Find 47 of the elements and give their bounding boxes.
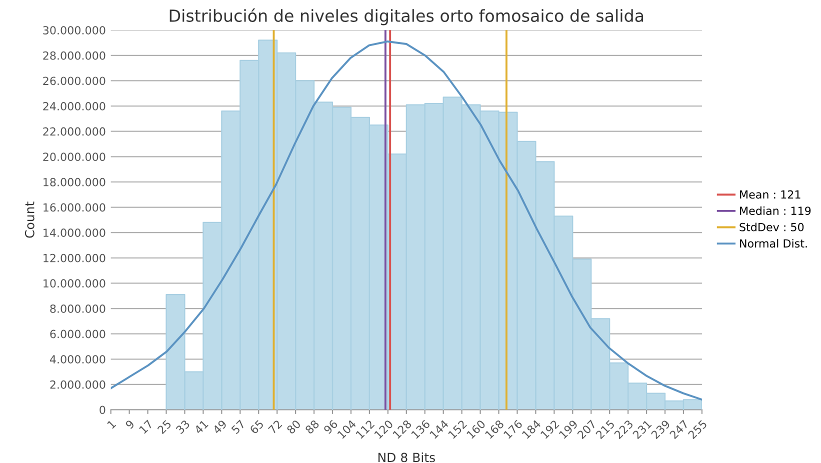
x-tick-label: 17: [138, 420, 154, 434]
x-axis-title: ND 8 Bits: [378, 452, 435, 462]
x-tick-label: 57: [230, 420, 246, 434]
y-tick-label: 30.000.000: [43, 26, 106, 34]
y-tick-label: 26.000.000: [43, 76, 106, 86]
x-tick-label: 199: [558, 419, 578, 439]
x-tick-label: 152: [448, 420, 468, 439]
x-tick-label: 160: [466, 419, 486, 439]
legend-label: Mean : 121: [740, 190, 800, 199]
y-tick-label: 24.000.000: [43, 102, 106, 110]
x-tick-label: 128: [392, 419, 412, 439]
x-tick-label: 231: [632, 420, 652, 440]
y-tick-label: 6.000.000: [50, 330, 106, 338]
x-tick-label: 33: [175, 420, 190, 434]
legend-label: Median : 119: [740, 206, 811, 215]
y-tick-label: 0: [100, 406, 106, 414]
y-tick-label: 16.000.000: [44, 203, 106, 212]
y-tick-label: 20.000.000: [43, 152, 106, 162]
x-tick-label: 72: [268, 420, 282, 434]
legend-label: StdDev : 50: [740, 222, 804, 232]
x-tick-label: 80: [286, 419, 302, 434]
y-tick-label: 4.000.000: [50, 355, 106, 364]
x-tick-label: 192: [540, 420, 560, 439]
x-tick-label: 25: [156, 420, 172, 434]
y-tick-label: 18.000.000: [44, 178, 106, 186]
x-tick-label: 88: [304, 419, 320, 434]
x-tick-label: 112: [355, 420, 375, 439]
x-tick-label: 239: [650, 419, 671, 440]
y-tick-label: 2.000.000: [50, 380, 106, 389]
x-tick-label: 223: [614, 420, 634, 440]
y-tick-label: 8.000.000: [50, 304, 106, 313]
x-tick-label: 65: [249, 420, 264, 434]
y-tick-label: 12.000.000: [44, 254, 106, 262]
x-tick-label: 168: [484, 419, 504, 439]
chart-title: Distribución de niveles digitales orto fomosaico de salida: [170, 8, 644, 26]
y-tick-label: 22.000.000: [43, 127, 106, 136]
legend-label: Normal Dist.: [740, 239, 807, 248]
x-tick-label: 49: [212, 419, 228, 434]
y-tick-label: 14.000.000: [44, 228, 106, 237]
x-tick-label: 96: [323, 419, 338, 434]
x-tick-label: 41: [194, 420, 208, 434]
x-tick-label: 9: [124, 419, 135, 430]
y-axis-title: Count: [24, 202, 34, 238]
y-tick-label: 10.000.000: [44, 279, 106, 288]
y-tick-label: 28.000.000: [43, 51, 106, 60]
x-tick-label: 120: [374, 419, 394, 439]
x-tick-label: 1: [106, 420, 116, 429]
